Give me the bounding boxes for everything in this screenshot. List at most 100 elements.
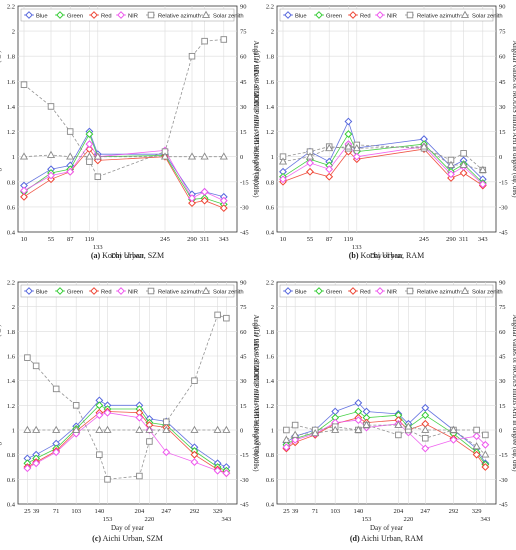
data-point [354, 398, 363, 407]
legend-label: Relative azimuth [417, 13, 460, 19]
data-point [20, 192, 28, 201]
data-point [473, 426, 480, 434]
data-point [394, 420, 403, 428]
series-solar-zenith [19, 150, 228, 160]
data-point [344, 130, 353, 138]
y2-tick-label: -45 [499, 502, 508, 509]
data-point [188, 194, 196, 203]
y2-tick-label: 45 [499, 79, 506, 86]
y-tick-label: 0.4 [266, 502, 275, 509]
legend-marker [315, 287, 323, 295]
legend-label: NIR [387, 13, 397, 19]
y2-tick-label: -30 [240, 477, 249, 484]
y-tick-label: 1.2 [7, 403, 15, 410]
data-point [279, 175, 287, 184]
data-point [305, 152, 315, 160]
data-point [311, 428, 320, 437]
data-point [190, 450, 199, 459]
x-tick-label: 140 [94, 508, 104, 515]
x-tick-label: 247 [420, 508, 431, 515]
y-tick-label: 1.8 [7, 54, 15, 61]
data-point [344, 142, 353, 150]
y2-tick-label: 60 [240, 54, 247, 61]
y-tick-label: 1.6 [266, 79, 275, 86]
data-point [325, 143, 334, 152]
x-tick-label: 103 [71, 508, 81, 515]
data-point [282, 435, 291, 443]
caption-label: (d) [350, 534, 360, 543]
legend-label: NIR [387, 289, 397, 295]
y2-tick-label: 45 [240, 79, 247, 86]
legend-label: NIR [128, 13, 138, 19]
y2-tick-label: -45 [240, 230, 249, 237]
y2-tick-label: 90 [499, 4, 506, 11]
y2-tick-label: 45 [240, 354, 247, 361]
y-tick-label: 2 [271, 304, 274, 311]
y-tick-label: 1 [12, 428, 15, 435]
y2-tick-label: 60 [240, 329, 247, 336]
data-point [447, 170, 455, 179]
series-line [27, 412, 227, 474]
y-tick-label: 0.6 [266, 477, 275, 484]
x-axis-label: Day of year [370, 524, 404, 532]
y2-tick-label: 15 [499, 403, 506, 410]
legend-label: Green [326, 289, 342, 295]
data-point [160, 152, 170, 160]
y-tick-label: 2 [12, 304, 15, 311]
data-point [472, 450, 481, 459]
y2-tick-label: -30 [499, 204, 508, 211]
y-tick-label: 1.2 [266, 129, 274, 136]
y-tick-label: 0.8 [7, 179, 15, 186]
data-point [94, 173, 102, 181]
legend: Blue Green Red NIR Relative azimuth Solar zen… [20, 284, 244, 298]
y-axis-label: Averaged reflectance ratio of MODIS to A… [0, 50, 2, 187]
x-tick-label: 10 [280, 236, 287, 243]
data-point [32, 362, 40, 370]
y2-tick-label: 30 [499, 104, 506, 111]
data-point [459, 160, 468, 168]
legend-marker [147, 287, 155, 295]
data-point [449, 435, 458, 444]
legend: Blue Green Red NIR Relative azimuth Solar zen… [20, 8, 244, 22]
x-tick-label: 247 [161, 508, 172, 515]
x-tick-label: 343 [478, 236, 488, 243]
y2-tick-label: 75 [240, 29, 247, 36]
data-point [23, 425, 32, 433]
legend-label: Solar zenith [472, 13, 503, 19]
y-tick-label: 2.2 [266, 280, 274, 287]
caption-text: Aichi Urban, RAM [360, 534, 424, 543]
data-point [32, 425, 41, 433]
legend-label: Red [101, 13, 112, 19]
y-tick-label: 1 [271, 428, 274, 435]
legend-label: Solar zenith [213, 13, 244, 19]
data-point [354, 425, 363, 433]
data-point [482, 431, 489, 439]
data-point [162, 448, 171, 457]
caption-text: Aichi Urban, SZM [101, 534, 163, 543]
data-point [103, 425, 112, 433]
y-tick-label: 1.2 [7, 129, 15, 136]
legend-box [20, 284, 235, 298]
data-point [352, 152, 361, 161]
data-point [481, 463, 490, 471]
series-line [27, 399, 227, 468]
data-point [66, 152, 75, 160]
legend-label: Blue [36, 289, 48, 295]
y-tick-label: 1.4 [7, 104, 16, 111]
data-point [190, 458, 199, 466]
data-point [421, 425, 430, 433]
data-point [449, 425, 458, 433]
legend-marker [201, 10, 211, 18]
legend-marker [376, 11, 384, 19]
data-point [213, 425, 222, 433]
x-tick-label: 39 [292, 508, 299, 515]
data-point [190, 425, 199, 433]
x-tick-label: 290 [446, 236, 456, 243]
y-tick-label: 1.6 [266, 354, 275, 361]
x-tick-label: 87 [326, 236, 333, 243]
x-tick-label: 204 [135, 508, 146, 515]
data-point [422, 434, 429, 442]
x-tick-label: 220 [404, 516, 414, 523]
data-point [446, 160, 456, 168]
caption-label: (c) [92, 534, 101, 543]
